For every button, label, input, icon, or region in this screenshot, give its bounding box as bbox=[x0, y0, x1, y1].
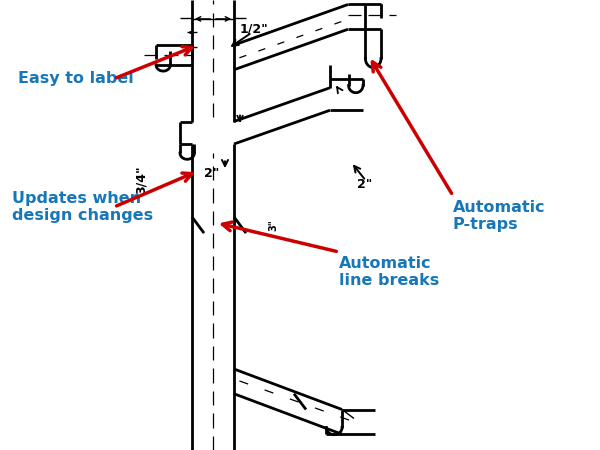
Text: 3/4": 3/4" bbox=[134, 166, 148, 194]
Text: Automatic
line breaks: Automatic line breaks bbox=[339, 256, 439, 288]
Text: 2": 2" bbox=[203, 167, 219, 180]
Text: 1/2": 1/2" bbox=[240, 23, 269, 36]
Text: Easy to label: Easy to label bbox=[18, 71, 134, 86]
Text: 3": 3" bbox=[268, 219, 278, 231]
Text: Updates when
design changes: Updates when design changes bbox=[12, 191, 153, 223]
Text: 2": 2" bbox=[357, 178, 373, 191]
Text: Automatic
P-traps: Automatic P-traps bbox=[453, 200, 545, 232]
